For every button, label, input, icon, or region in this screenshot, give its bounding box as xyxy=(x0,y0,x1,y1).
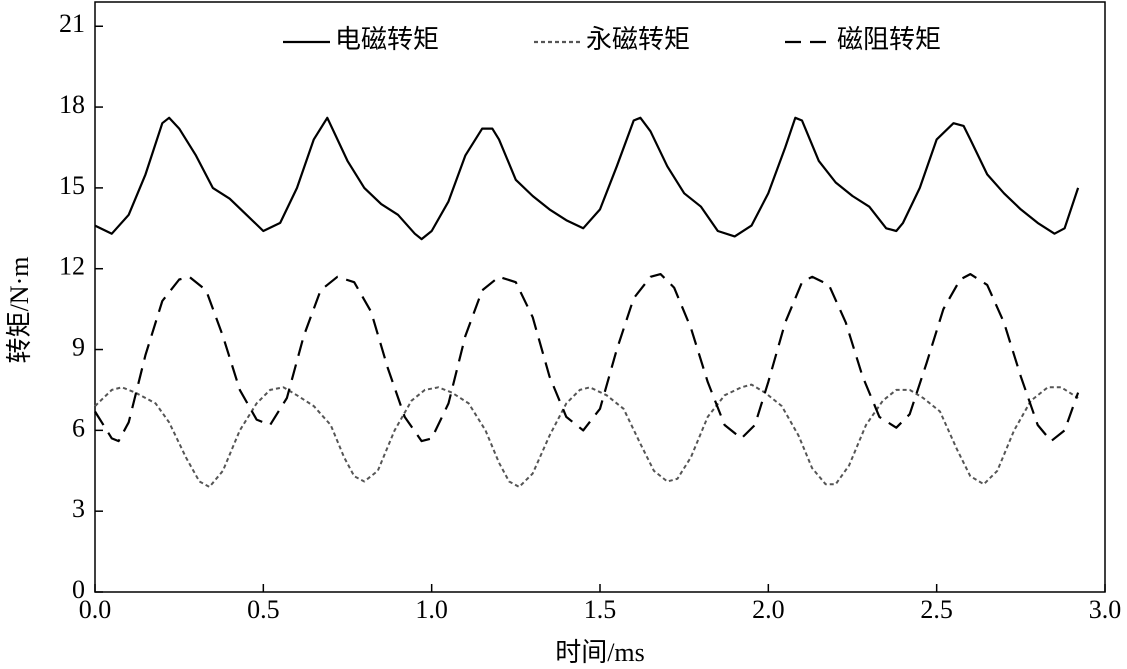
x-tick-label: 2.5 xyxy=(920,595,953,624)
plot-frame xyxy=(94,1,1106,593)
legend-label: 永磁转矩 xyxy=(586,25,690,54)
y-tick-label: 18 xyxy=(59,90,85,119)
x-tick-label: 1.5 xyxy=(584,595,617,624)
y-tick-label: 3 xyxy=(72,494,85,523)
y-tick-label: 0 xyxy=(72,575,85,604)
y-tick-label: 21 xyxy=(59,9,85,38)
x-tick-label: 0.0 xyxy=(79,595,112,624)
y-tick-label: 12 xyxy=(59,252,85,281)
series-line xyxy=(94,273,1080,443)
x-tick-label: 1.0 xyxy=(415,595,448,624)
x-tick-label: 3.0 xyxy=(1089,595,1122,624)
x-tick-label: 0.5 xyxy=(247,595,280,624)
y-tick-label: 9 xyxy=(72,333,85,362)
x-tick-label: 2.0 xyxy=(752,595,785,624)
y-tick-label: 15 xyxy=(59,171,85,200)
x-axis-label: 时间/ms xyxy=(555,638,645,667)
legend-label: 电磁转矩 xyxy=(335,25,439,54)
series-line xyxy=(94,383,1079,488)
legend-label: 磁阻转矩 xyxy=(837,25,941,54)
series-line xyxy=(94,116,1080,241)
y-tick-label: 6 xyxy=(72,413,85,442)
y-axis-label: 转矩/N·m xyxy=(5,257,34,364)
